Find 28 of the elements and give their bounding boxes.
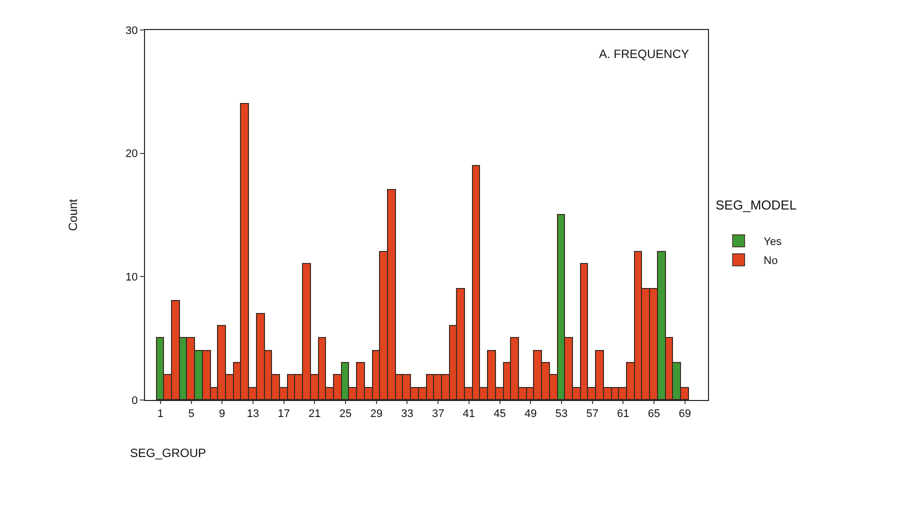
x-tick-label: 9 (219, 408, 226, 420)
x-tick-label: 1 (157, 408, 164, 420)
x-axis-title: SEG_GROUP (130, 446, 206, 460)
legend-title: SEG_MODEL (716, 197, 797, 212)
x-tick-label: 49 (524, 408, 537, 420)
x-tick-label: 41 (462, 408, 476, 420)
y-tick-label: 30 (126, 24, 138, 37)
y-tick-label: 20 (126, 148, 138, 160)
annotation: A. FREQUENCY (599, 47, 690, 61)
x-tick-label: 37 (432, 408, 444, 420)
x-tick-label: 29 (370, 408, 382, 420)
legend-label: No (764, 255, 778, 268)
x-tick-label: 65 (648, 408, 660, 420)
y-axis-title: Count (66, 198, 80, 232)
y-tick-label: 0 (132, 394, 138, 407)
x-tick-label: 33 (401, 408, 414, 420)
y-tick-label: 10 (126, 272, 138, 284)
legend-label: Yes (764, 236, 782, 248)
x-tick-label: 17 (278, 408, 290, 420)
x-tick-label: 25 (339, 408, 352, 420)
x-tick-label: 57 (586, 408, 598, 420)
x-tick-label: 61 (617, 408, 630, 420)
x-tick-label: 45 (494, 408, 506, 420)
x-tick-label: 13 (246, 408, 260, 420)
x-tick-label: 53 (555, 408, 568, 420)
x-tick-label: 69 (678, 408, 691, 420)
x-tick-label: 5 (188, 408, 194, 420)
x-tick-label: 21 (308, 408, 321, 420)
